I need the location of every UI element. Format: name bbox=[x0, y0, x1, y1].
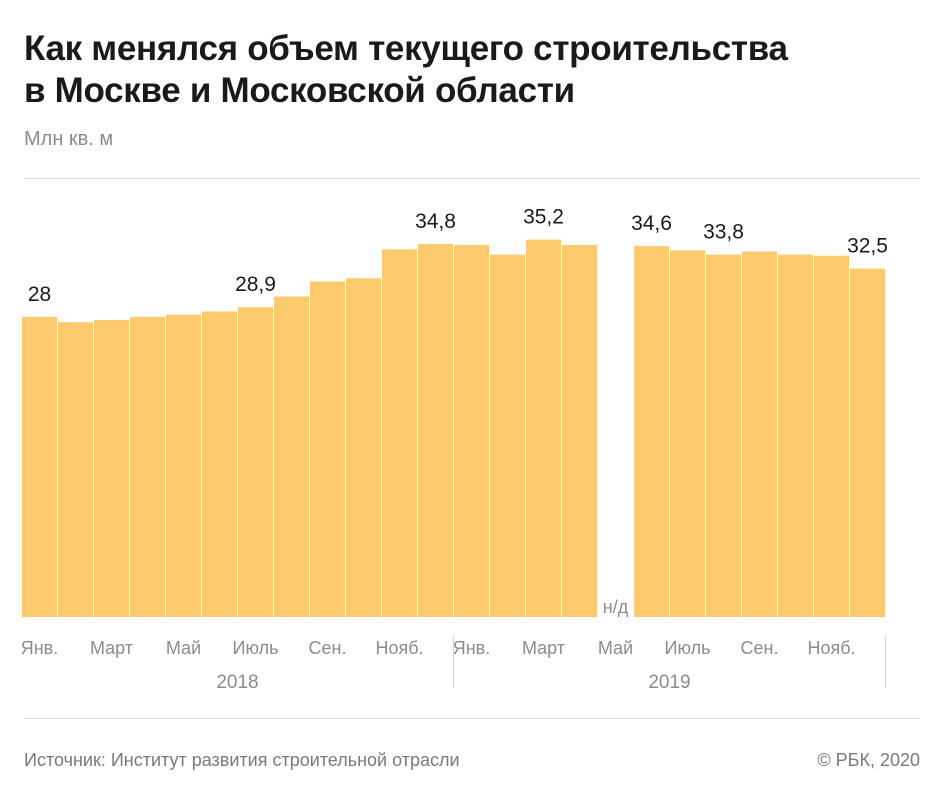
x-tick-label: Июль bbox=[665, 638, 711, 658]
copyright-note: © РБК, 2020 bbox=[817, 750, 920, 770]
x-tick-label: Март bbox=[90, 638, 133, 658]
year-label-2018: 2018 bbox=[216, 672, 258, 693]
bar-2018-07 bbox=[238, 307, 273, 617]
bar-2019-06 bbox=[634, 246, 669, 617]
bar-2018-01 bbox=[22, 316, 57, 617]
chart-title-line-1: Как менялся объем текущего строительства bbox=[24, 29, 788, 68]
bar-2018-12 bbox=[418, 243, 453, 617]
x-tick-label: Март bbox=[522, 638, 565, 658]
bar-2018-04 bbox=[130, 316, 165, 617]
x-tick-label: Май bbox=[598, 638, 633, 658]
bar-2018-09 bbox=[310, 281, 345, 617]
bar-2019-08 bbox=[706, 254, 741, 617]
chart-title: Как менялся объем текущего строительства… bbox=[24, 28, 788, 112]
bar-2018-08 bbox=[274, 296, 309, 617]
bar-2019-10 bbox=[778, 254, 813, 617]
bar-2019-04 bbox=[562, 245, 597, 617]
bar-2019-12 bbox=[850, 268, 885, 617]
bar-2019-01 bbox=[454, 245, 489, 617]
x-tick-label: Нояб. bbox=[375, 638, 423, 658]
bar-2018-05 bbox=[166, 314, 201, 617]
x-tick-label: Май bbox=[166, 638, 201, 658]
bar-chart: 28 28,9 34,8 35,2 34,6 33,8 32,5 н/д Янв. Март Май… bbox=[21, 206, 888, 693]
value-label-2019-12: 32,5 bbox=[847, 235, 888, 258]
bottom-divider bbox=[24, 718, 920, 719]
chart-title-line-2: в Москве и Московской области bbox=[24, 71, 575, 110]
value-label-2019-06: 34,6 bbox=[631, 212, 672, 235]
x-tick-label: Янв. bbox=[453, 638, 491, 658]
x-tick-label: Янв. bbox=[21, 638, 59, 658]
bar-2018-11 bbox=[382, 249, 417, 617]
year-label-2019: 2019 bbox=[648, 672, 690, 693]
bar-2019-07 bbox=[670, 250, 705, 617]
x-tick-label: Июль bbox=[233, 638, 279, 658]
unit-label: Млн кв. м bbox=[24, 128, 114, 150]
value-label-2019-03: 35,2 bbox=[523, 206, 564, 229]
bar-2019-09 bbox=[742, 251, 777, 617]
value-label-2018-07: 28,9 bbox=[235, 273, 276, 296]
top-divider bbox=[24, 178, 920, 179]
x-tick-label: Сен. bbox=[741, 638, 779, 658]
bar-2018-03 bbox=[94, 320, 129, 617]
bar-2019-02 bbox=[490, 254, 525, 617]
value-label-2019-08: 33,8 bbox=[703, 221, 744, 244]
source-note: Источник: Институт развития строительной… bbox=[24, 750, 460, 770]
value-label-2018-01: 28 bbox=[28, 283, 51, 306]
missing-data-label: н/д bbox=[603, 597, 629, 617]
value-label-2018-12: 34,8 bbox=[415, 210, 456, 233]
bar-2018-06 bbox=[202, 311, 237, 617]
bar-2018-02 bbox=[58, 322, 93, 617]
bar-2019-11 bbox=[814, 255, 849, 617]
bar-2019-03 bbox=[526, 239, 561, 617]
bar-2018-10 bbox=[346, 278, 381, 617]
x-tick-label: Нояб. bbox=[807, 638, 855, 658]
x-tick-label: Сен. bbox=[309, 638, 347, 658]
